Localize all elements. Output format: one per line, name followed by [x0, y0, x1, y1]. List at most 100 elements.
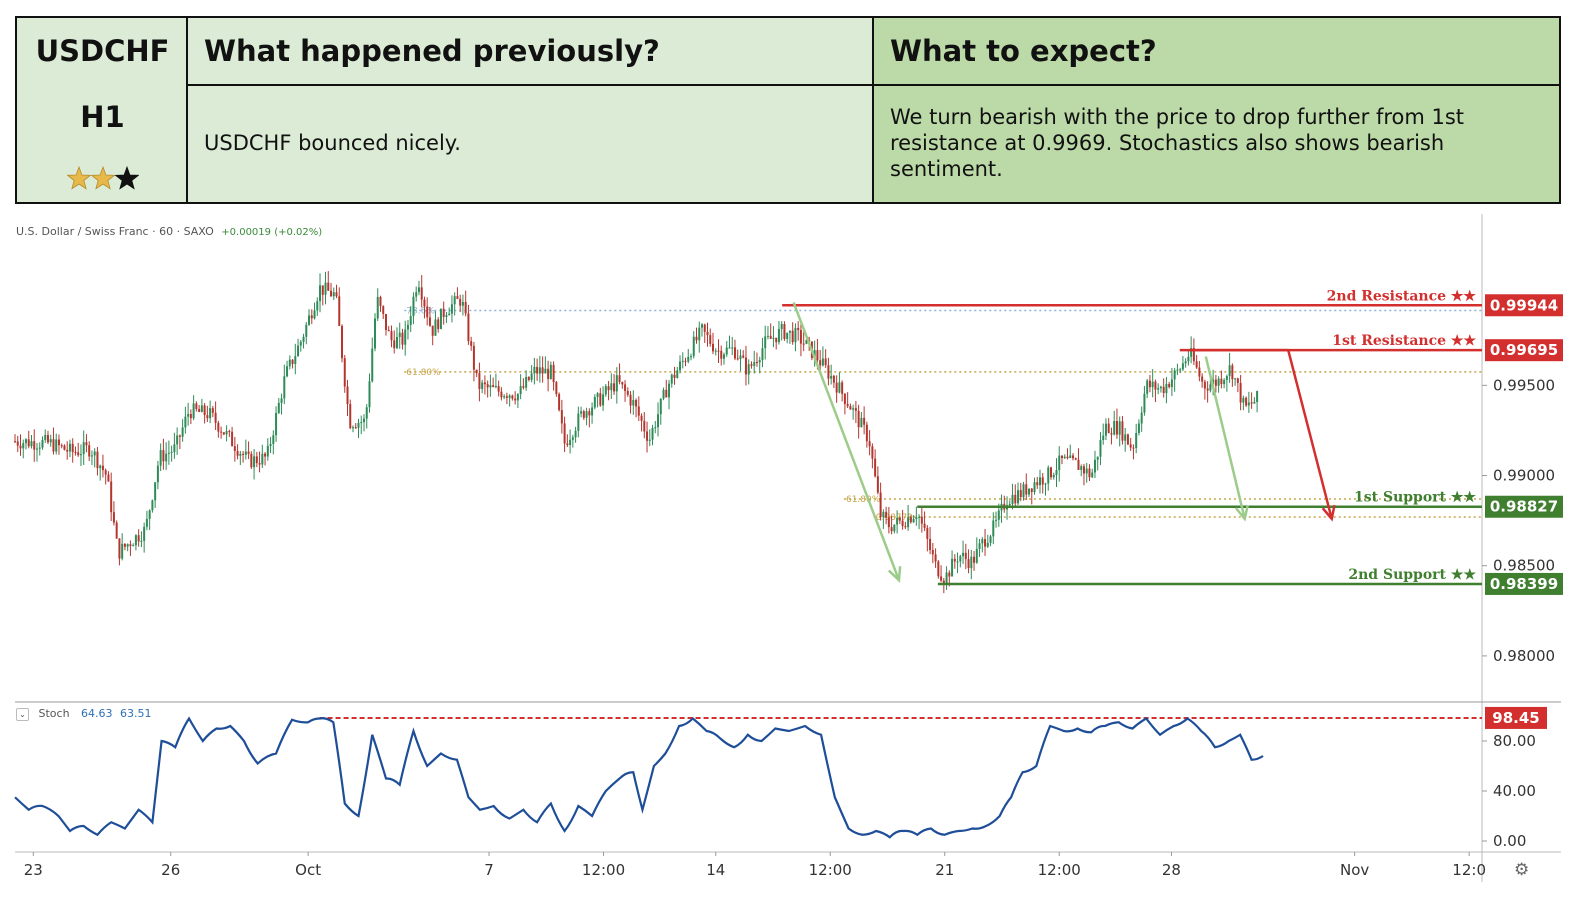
projection-arrows	[792, 301, 1336, 583]
candle-body	[266, 445, 269, 457]
candle-body	[1135, 433, 1138, 448]
candle-body	[145, 518, 148, 527]
candle-body	[129, 544, 132, 546]
candle-body	[516, 394, 519, 401]
candle-body	[687, 356, 690, 362]
candle-body	[1253, 402, 1256, 404]
candle-body	[1239, 382, 1242, 403]
candle-body	[148, 510, 151, 519]
candle-body	[758, 359, 761, 363]
candle-body	[236, 450, 239, 456]
candle-body	[511, 395, 514, 399]
candle-body	[569, 439, 572, 446]
candle-body	[931, 550, 934, 555]
candle-body	[1121, 421, 1124, 441]
candle-body	[797, 327, 800, 331]
candle-body	[959, 556, 962, 562]
candle-body	[492, 385, 495, 387]
candle-body	[225, 431, 228, 435]
candle-body	[783, 324, 786, 339]
candle-body	[478, 373, 481, 389]
candle-body	[588, 411, 591, 416]
fib-label: 61.80%	[846, 495, 881, 505]
candle-body	[357, 422, 360, 428]
candle-body	[1028, 488, 1031, 495]
candle-body	[151, 500, 154, 511]
candle-body	[901, 520, 904, 527]
candle-body	[1107, 423, 1110, 434]
gear-icon[interactable]: ⚙	[1514, 860, 1530, 880]
candle-body	[286, 366, 289, 377]
candle-body	[1176, 369, 1179, 371]
chevron-down-icon[interactable]: ⌄	[16, 707, 29, 721]
candle-body	[428, 317, 431, 326]
candle-body	[549, 364, 552, 379]
candle-body	[934, 554, 937, 562]
candle-body	[805, 339, 808, 344]
candle-body	[668, 383, 671, 398]
candle-body	[791, 330, 794, 343]
candle-body	[1124, 434, 1127, 441]
candle-body	[395, 336, 398, 349]
fib-label: 61.80%	[406, 368, 441, 378]
chart-canvas[interactable]: 0.98000 0.98500 0.99000 0.99500 23 26 Oct 7 12:0…	[0, 204, 1584, 916]
candle-body	[1019, 490, 1022, 498]
candle-body	[538, 367, 541, 374]
candle-body	[684, 360, 687, 362]
price-chart[interactable]: 0.98000 0.98500 0.99000 0.99500 23 26 Oct 7 12:0…	[0, 204, 1584, 916]
candle-body	[536, 366, 539, 374]
candle-body	[406, 324, 409, 330]
stoch-k-value: 64.63	[81, 707, 113, 720]
fib-label: 78.6%	[406, 306, 435, 316]
candle-body	[423, 299, 426, 307]
candle-body	[615, 375, 618, 392]
candle-body	[1126, 434, 1129, 445]
expect-header-cell: What to expect?	[874, 18, 1559, 86]
candle-body	[602, 394, 605, 406]
arrow-head	[1234, 504, 1249, 522]
candle-body	[706, 331, 709, 336]
candle-body	[401, 332, 404, 345]
arrow-shaft	[1287, 349, 1333, 520]
stoch-name: Stoch	[38, 707, 70, 720]
candle-body	[621, 381, 624, 385]
candle-body	[1184, 361, 1187, 364]
candle-body	[302, 336, 305, 342]
candle-body	[1242, 397, 1245, 403]
candle-body	[574, 430, 577, 438]
candle-body	[962, 552, 965, 557]
candle-body	[420, 287, 423, 300]
candle-body	[30, 441, 33, 447]
candle-body	[1168, 383, 1171, 388]
candle-body	[1140, 412, 1143, 424]
candle-body	[604, 386, 607, 395]
candle-body	[242, 453, 245, 455]
candle-body	[71, 443, 74, 453]
candle-body	[1104, 423, 1107, 436]
stoch-tick-label: 80.00	[1493, 732, 1536, 750]
candle-body	[703, 324, 706, 332]
candle-body	[470, 341, 473, 346]
candle-body	[764, 336, 767, 349]
stoch-marker-tag	[1485, 706, 1547, 729]
candle-body	[761, 348, 764, 360]
candle-body	[1041, 477, 1044, 485]
candle-body	[1236, 378, 1239, 383]
candle-body	[558, 394, 561, 411]
candle-body	[38, 447, 41, 449]
candle-body	[154, 482, 157, 501]
candle-body	[1151, 381, 1154, 388]
candle-body	[852, 408, 855, 410]
candle-body	[1148, 380, 1151, 388]
candle-body	[887, 517, 890, 528]
candle-body	[489, 385, 492, 388]
candle-body	[747, 364, 750, 375]
candle-body	[1157, 388, 1160, 390]
candle-body	[1033, 482, 1036, 493]
candle-body	[264, 453, 267, 457]
expect-title: What to expect?	[890, 34, 1157, 68]
candle-body	[709, 335, 712, 344]
candle-body	[591, 407, 594, 416]
analysis-table: USDCHF H1 What happened previously? USDC…	[15, 16, 1561, 204]
candle-body	[1082, 466, 1085, 474]
